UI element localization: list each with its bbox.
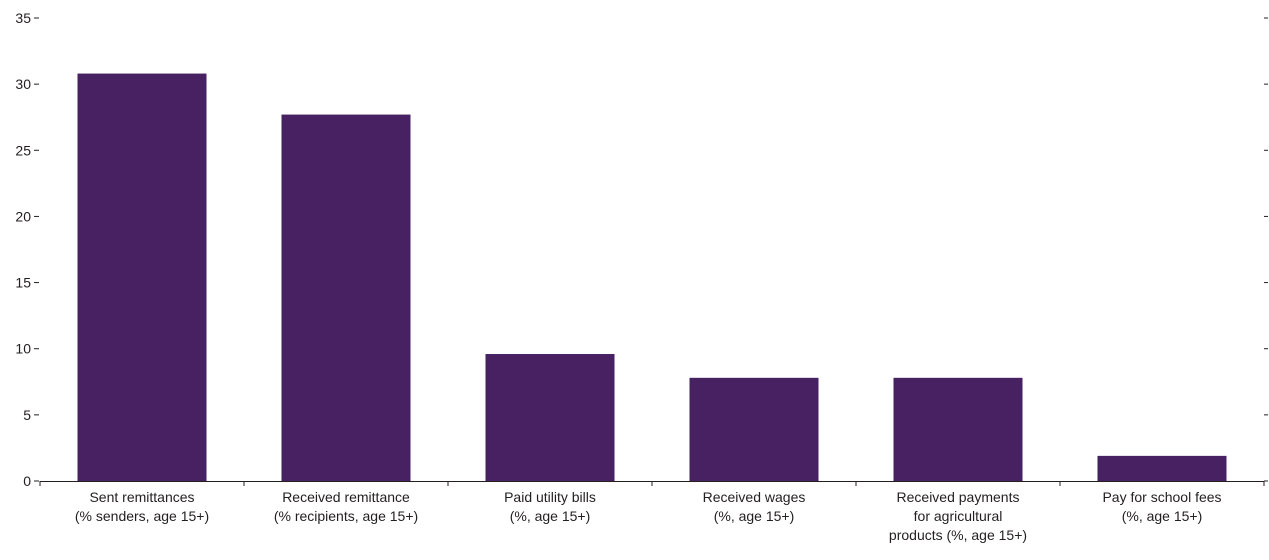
y-tick-label: 20 [15,208,31,224]
bar [893,377,1023,481]
bars [77,73,1227,481]
x-category-label-line: products (%, age 15+) [889,527,1027,543]
x-category-label-line: (%, age 15+) [510,508,591,524]
x-category-label: Received payments for agricultural product… [889,489,1027,543]
x-category-label: Paid utility bills (%, age 15+) [504,489,596,524]
x-category-label-line: (%, age 15+) [714,508,795,524]
x-category-label-line: for agricultural [914,508,1003,524]
x-category-label: Sent remittances (% senders, age 15+) [75,489,209,524]
x-category-label: Received wages (%, age 15+) [703,489,806,524]
y-tick-label: 30 [15,76,31,92]
x-category-label-line: (% senders, age 15+) [75,508,209,524]
y-tick-label: 15 [15,275,31,291]
y-axis: 0 5 10 15 20 25 30 35 [15,10,39,489]
x-category-label-line: (% recipients, age 15+) [274,508,418,524]
x-category-label-line: Sent remittances [89,489,194,505]
y-tick-label: 0 [23,473,31,489]
x-category-label-line: Pay for school fees [1102,489,1221,505]
bar [485,354,615,481]
bar [1097,455,1227,481]
y-tick-label: 25 [15,142,31,158]
x-category-label-line: Paid utility bills [504,489,596,505]
bar [689,377,819,481]
bar [77,73,207,481]
x-category-label-line: Received remittance [282,489,410,505]
y-axis-right-ticks [1264,17,1268,482]
y-tick-label: 35 [15,10,31,26]
x-axis: Sent remittances (% senders, age 15+) Rece… [39,481,1265,543]
x-category-label-line: (%, age 15+) [1122,508,1203,524]
bar [281,114,411,481]
y-tick-label: 10 [15,341,31,357]
x-category-label-line: Received payments [897,489,1020,505]
x-category-label: Received remittance (% recipients, age 15… [274,489,418,524]
x-category-label-line: Received wages [703,489,806,505]
y-tick-label: 5 [23,407,31,423]
x-category-label: Pay for school fees (%, age 15+) [1102,489,1221,524]
